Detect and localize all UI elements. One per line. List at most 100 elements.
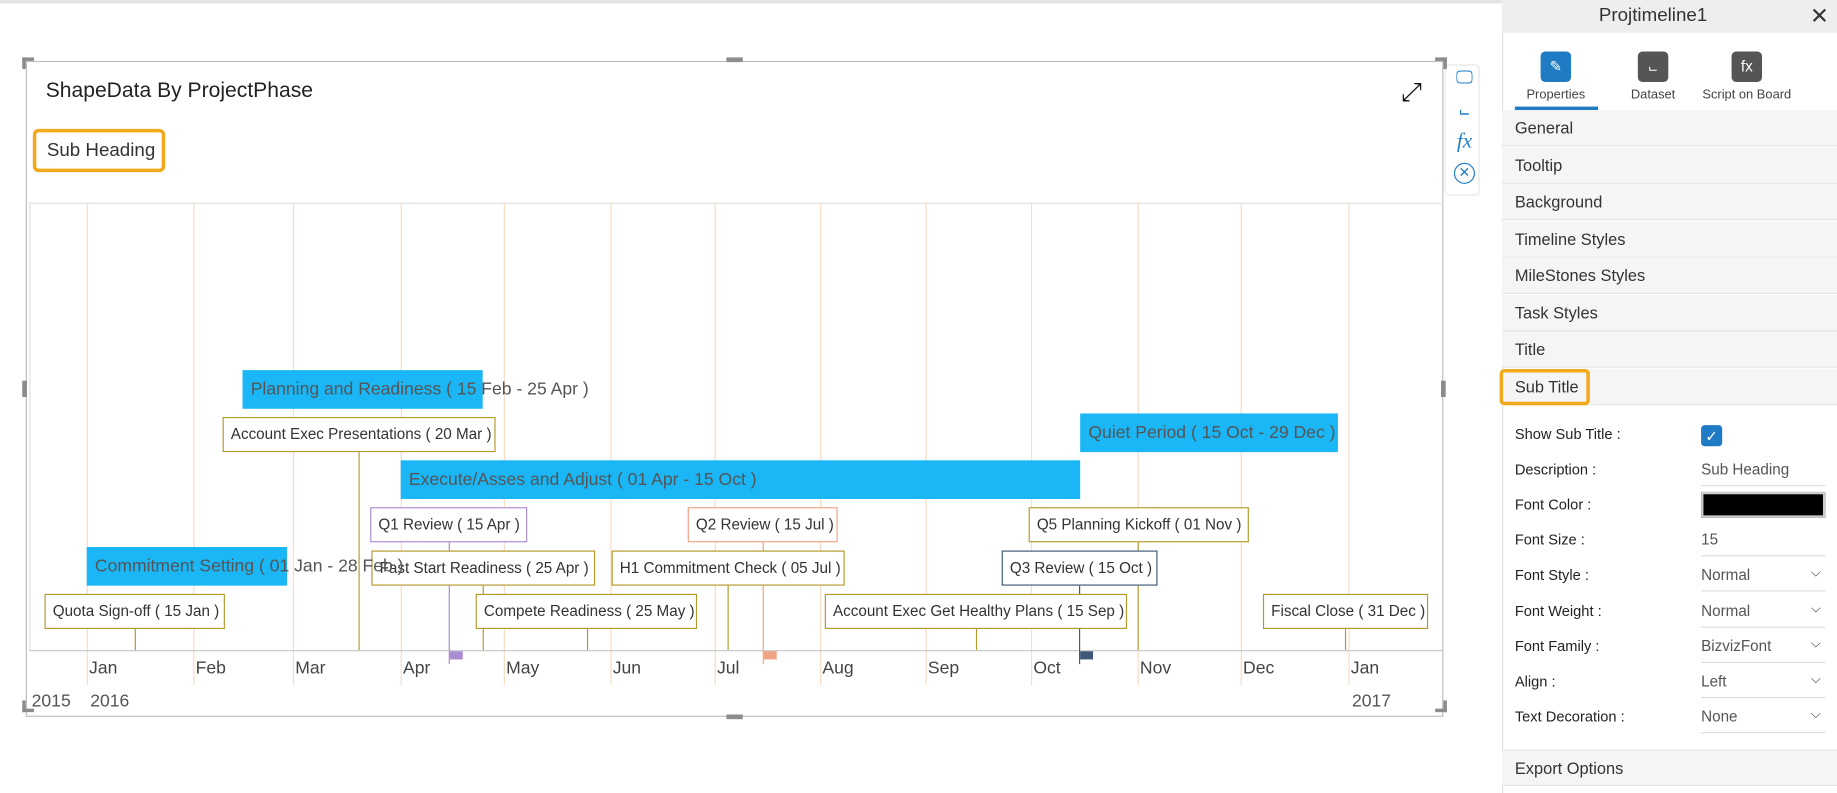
tab-icon[interactable]: ✎ [1540,51,1572,82]
grid-line [925,202,927,686]
section-header[interactable]: Tooltip [1501,146,1837,184]
milestone-stem [1137,542,1139,651]
property-value-text: None [1701,707,1738,725]
tab-label[interactable]: Script on Board [1702,87,1792,102]
dataset-tool[interactable]: ⨽ [1459,99,1470,120]
property-value-text: BizvizFont [1701,636,1772,655]
phase-bar[interactable]: Quiet Period ( 15 Oct - 29 Dec ) [1080,413,1338,453]
phase-bar[interactable]: Execute/Asses and Adjust ( 01 Apr - 15 O… [400,460,1081,499]
month-label: Mar [295,658,326,679]
close-tool[interactable]: ✕ [1453,162,1475,184]
milestone-box[interactable]: Q2 Review ( 15 Jul ) [687,507,838,543]
phase-bar[interactable]: Planning and Readiness ( 15 Feb - 25 Apr… [242,370,589,409]
month-label: Nov [1139,658,1172,679]
property-value[interactable]: BizvizFont ⌵ [1701,636,1826,663]
properties-tool[interactable]: 🖵 [1455,67,1473,88]
milestone-box[interactable]: Account Exec Presentations ( 20 Mar ) [222,416,496,453]
milestone-stem [762,542,764,651]
phase-bar[interactable]: Commitment Setting ( 01 Jan - 28 Feb ) [86,546,404,586]
flag-pole [1079,650,1081,665]
resize-handle [22,57,26,70]
milestone-box[interactable]: Q3 Review ( 15 Oct ) [1001,550,1158,586]
property-label: Font Color : [1514,496,1592,514]
plot-area [29,202,1444,651]
month-label: Feb [195,658,226,679]
property-value[interactable]: Sub Heading [1701,460,1826,487]
milestone-box[interactable]: Fast Start Readiness ( 25 Apr ) [371,550,596,586]
grid-line [714,202,716,686]
phase-label: Planning and Readiness ( 15 Feb - 25 Apr… [250,379,589,400]
property-value[interactable]: Normal ⌵ [1701,601,1826,628]
script-tool[interactable]: fx [1456,128,1473,153]
tab-underline [1514,106,1599,111]
property-value[interactable]: Normal ⌵ [1701,566,1826,592]
section-header[interactable]: Timeline Styles [1501,220,1837,258]
dropdown-chevron[interactable]: ⌵ [1810,636,1821,651]
expand-icon[interactable]: ⤢ [1401,77,1422,107]
phase-label: Execute/Asses and Adjust ( 01 Apr - 15 O… [408,469,757,490]
month-label: Apr [403,658,431,679]
section-header[interactable]: Task Styles [1501,294,1837,331]
color-swatch[interactable] [1701,492,1826,518]
milestone-stem [134,628,136,651]
panel-title: Projtimeline1 [1598,5,1708,26]
milestone-box[interactable]: Account Exec Get Healthy Plans ( 15 Sep … [824,593,1128,629]
tab-icon[interactable]: ⨽ [1637,51,1669,82]
property-label: Font Family : [1514,637,1600,655]
resize-handle [1435,708,1447,713]
grid-line [193,202,195,686]
dropdown-chevron[interactable]: ⌵ [1810,601,1821,616]
section-header[interactable]: MileStones Styles [1501,257,1837,294]
milestone-flag [449,651,463,660]
property-label: Font Style : [1514,567,1589,584]
milestone-flag [763,651,777,660]
milestone-box[interactable]: H1 Commitment Check ( 05 Jul ) [611,550,845,586]
month-label: Sep [927,658,960,679]
milestone-box[interactable]: Quota Sign-off ( 15 Jan ) [44,593,225,629]
property-value[interactable]: None ⌵ [1701,707,1826,733]
milestone-stem [448,542,450,651]
tab-label[interactable]: Properties [1526,87,1586,102]
grid-line [86,202,88,686]
milestone-stem [727,585,729,651]
month-label: May [506,658,540,679]
resize-handle [726,714,743,720]
milestone-flag [1080,651,1094,660]
property-value-text: 15 [1701,530,1719,549]
section-header[interactable]: Sub Title [1501,368,1837,405]
property-label: Description : [1514,461,1597,479]
milestone-stem [1344,628,1347,651]
section-header[interactable]: General [1501,110,1837,147]
checkbox[interactable]: ✓ [1701,425,1723,447]
property-label: Text Decoration : [1514,708,1625,725]
month-label: Jan [89,658,118,679]
dropdown-chevron[interactable]: ⌵ [1810,566,1821,581]
resize-handle [1443,57,1447,70]
milestone-box[interactable]: Fiscal Close ( 31 Dec ) [1262,593,1429,629]
tab-icon[interactable]: fx [1731,51,1763,82]
resize-handle [22,57,34,61]
chart-title: ShapeData By ProjectPhase [45,78,313,102]
tab-label[interactable]: Dataset [1630,87,1676,102]
property-value-text: Left [1701,671,1727,690]
property-label: Font Weight : [1514,602,1602,620]
grid-line [610,202,612,686]
chart-subtitle[interactable]: Sub Heading [32,128,166,173]
milestone-box[interactable]: Q1 Review ( 15 Apr ) [370,507,528,543]
panel-close[interactable]: ✕ [1810,4,1829,30]
section-highlight [1499,368,1590,405]
resize-handle [1443,700,1447,713]
milestone-box[interactable]: Q5 Planning Kickoff ( 01 Nov ) [1028,507,1249,543]
dropdown-chevron[interactable]: ⌵ [1810,707,1821,722]
milestone-box[interactable]: Compete Readiness ( 25 May ) [475,593,698,629]
property-value[interactable]: Left ⌵ [1701,671,1826,698]
property-value[interactable]: 15 [1701,530,1826,557]
milestone-stem [975,628,978,651]
resize-handle [726,57,743,63]
section-header[interactable]: Background [1501,183,1837,221]
section-header[interactable]: Title [1501,331,1837,368]
section-header[interactable]: Export Options [1501,749,1837,786]
dropdown-chevron[interactable]: ⌵ [1810,671,1821,687]
month-label: Jun [612,658,642,679]
resize-handle [22,700,26,713]
